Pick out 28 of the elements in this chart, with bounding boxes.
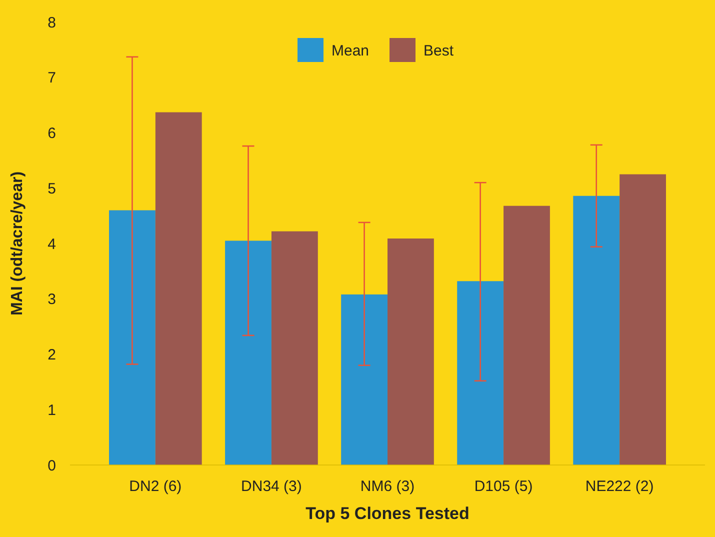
y-tick-label: 1 xyxy=(48,402,56,419)
x-tick-label: DN34 (3) xyxy=(241,478,302,495)
bar xyxy=(457,281,504,465)
y-tick-label: 6 xyxy=(48,125,56,142)
bar xyxy=(271,231,318,465)
bar xyxy=(225,240,272,465)
x-tick-label: DN2 (6) xyxy=(129,478,182,495)
legend-label: Mean xyxy=(332,42,370,60)
y-tick-label: 7 xyxy=(48,70,56,87)
y-tick-label: 4 xyxy=(48,236,56,253)
bar xyxy=(341,294,388,465)
bar xyxy=(388,238,434,465)
y-tick-label: 5 xyxy=(48,180,56,198)
legend-label: Best xyxy=(424,42,454,60)
y-tick-label: 3 xyxy=(48,291,56,308)
bar xyxy=(573,196,620,465)
y-tick-label: 2 xyxy=(48,346,56,364)
x-axis-title: Top 5 Clones Tested xyxy=(306,504,470,523)
y-tick-label: 0 xyxy=(48,457,56,474)
x-tick-label: D105 (5) xyxy=(474,478,533,495)
x-tick-label: NE222 (2) xyxy=(585,478,654,495)
y-tick-label: 8 xyxy=(48,14,56,32)
x-tick-label: NM6 (3) xyxy=(360,478,415,495)
y-axis-title: MAI (odt/acre/year) xyxy=(9,171,26,316)
bar xyxy=(155,112,202,465)
bar xyxy=(620,174,666,465)
bar xyxy=(504,206,550,465)
bar xyxy=(109,210,156,465)
